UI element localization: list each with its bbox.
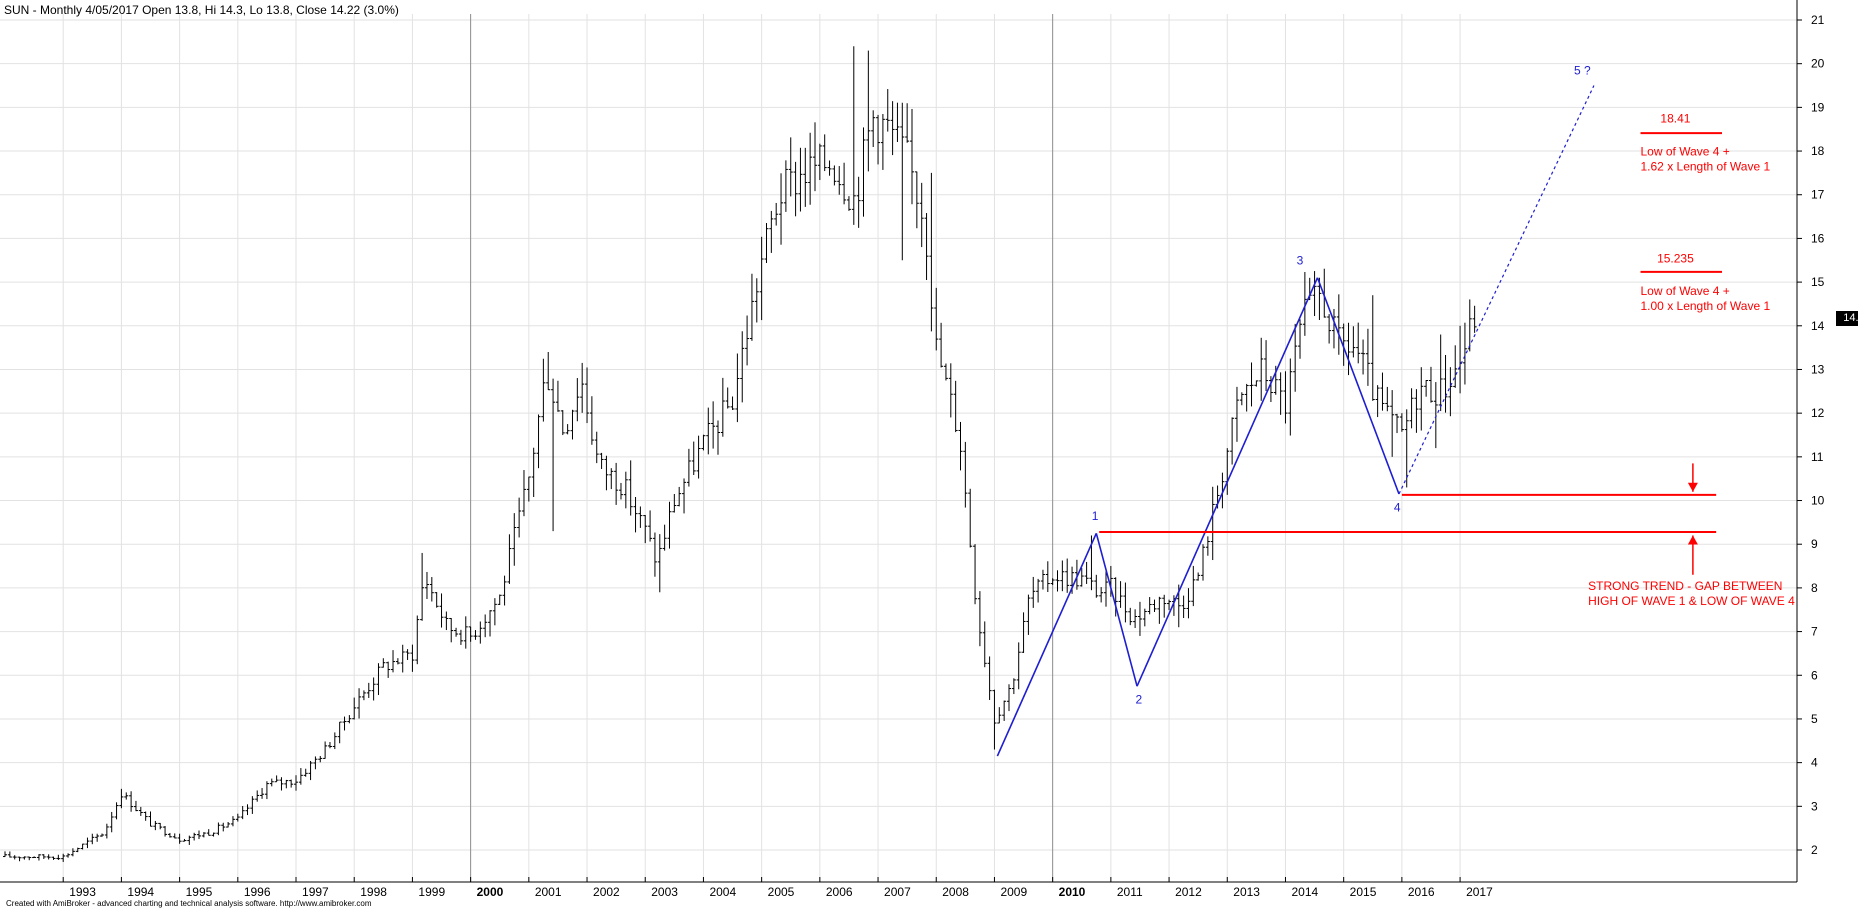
x-tick-label: 1993 bbox=[69, 885, 96, 899]
wave-label: 1 bbox=[1092, 509, 1099, 523]
x-tick-label: 2011 bbox=[1117, 885, 1143, 899]
annotation-text: Low of Wave 4 + bbox=[1641, 284, 1730, 298]
footer-credit: Created with AmiBroker - advanced charti… bbox=[6, 899, 372, 908]
x-tick-label: 2003 bbox=[651, 885, 678, 899]
wave-line bbox=[996, 532, 1098, 757]
x-tick-label: 2007 bbox=[884, 885, 911, 899]
x-tick-label: 2005 bbox=[768, 885, 795, 899]
y-tick-label: 18 bbox=[1811, 144, 1825, 158]
y-tick-label: 10 bbox=[1811, 494, 1825, 508]
elliott-waves: 1 2 3 4 5 ? bbox=[996, 64, 1595, 757]
x-tick-label: 2014 bbox=[1291, 885, 1318, 899]
y-tick-label: 2 bbox=[1811, 843, 1818, 857]
x-tick-label: 2017 bbox=[1466, 885, 1493, 899]
arrow-head bbox=[1687, 482, 1698, 492]
y-tick-label: 3 bbox=[1811, 799, 1818, 813]
y-tick-label: 16 bbox=[1811, 231, 1825, 245]
wave-label: 4 bbox=[1394, 500, 1401, 514]
wave-line bbox=[1316, 277, 1400, 495]
chart-grid bbox=[0, 14, 1797, 882]
wave-5-projection bbox=[1398, 85, 1595, 495]
y-tick-label: 14 bbox=[1811, 319, 1825, 333]
y-tick-label: 19 bbox=[1811, 100, 1825, 114]
x-tick-label: 1995 bbox=[186, 885, 213, 899]
last-price-label: 14.22 bbox=[1836, 311, 1858, 326]
annotation-text: 1.62 x Length of Wave 1 bbox=[1641, 159, 1771, 173]
wave-label: 2 bbox=[1135, 693, 1142, 707]
x-tick-label: 2013 bbox=[1233, 885, 1260, 899]
annotation-text: STRONG TREND - GAP BETWEEN bbox=[1588, 579, 1782, 593]
y-tick-label: 9 bbox=[1811, 537, 1818, 551]
x-tick-label: 1996 bbox=[244, 885, 271, 899]
price-bars bbox=[3, 46, 1477, 862]
x-tick-label: 1997 bbox=[302, 885, 329, 899]
x-tick-label: 2001 bbox=[535, 885, 562, 899]
y-tick-label: 7 bbox=[1811, 625, 1818, 639]
y-tick-label: 20 bbox=[1811, 57, 1825, 71]
arrow-head bbox=[1687, 535, 1698, 545]
y-tick-label: 6 bbox=[1811, 668, 1818, 682]
x-tick-label: 2000 bbox=[477, 885, 504, 899]
x-tick-label: 2002 bbox=[593, 885, 620, 899]
x-tick-label: 1999 bbox=[418, 885, 445, 899]
wave-label: 5 ? bbox=[1574, 64, 1591, 78]
x-tick-label: 2004 bbox=[709, 885, 736, 899]
chart-title: SUN - Monthly 4/05/2017 Open 13.8, Hi 14… bbox=[4, 3, 399, 17]
x-tick-label: 2006 bbox=[826, 885, 853, 899]
y-tick-label: 21 bbox=[1811, 13, 1825, 27]
wave-label: 3 bbox=[1297, 254, 1304, 268]
annotation-text: Low of Wave 4 + bbox=[1641, 144, 1730, 158]
wave-line bbox=[1095, 533, 1138, 687]
x-tick-label: 2010 bbox=[1059, 885, 1086, 899]
y-tick-label: 11 bbox=[1811, 450, 1824, 464]
x-tick-label: 1998 bbox=[360, 885, 387, 899]
y-tick-label: 12 bbox=[1811, 406, 1825, 420]
y-tick-label: 13 bbox=[1811, 362, 1825, 376]
annotation-text: 1.00 x Length of Wave 1 bbox=[1641, 299, 1771, 313]
x-tick-label: 1994 bbox=[127, 885, 154, 899]
x-tick-label: 2008 bbox=[942, 885, 969, 899]
y-tick-label: 4 bbox=[1811, 756, 1818, 770]
x-tick-label: 2016 bbox=[1408, 885, 1435, 899]
x-tick-label: 2015 bbox=[1350, 885, 1377, 899]
x-tick-label: 2012 bbox=[1175, 885, 1202, 899]
annotation-text: HIGH OF WAVE 1 & LOW OF WAVE 4 bbox=[1588, 594, 1795, 608]
y-tick-label: 15 bbox=[1811, 275, 1825, 289]
wave-line bbox=[1136, 277, 1319, 687]
y-tick-label: 17 bbox=[1811, 188, 1825, 202]
annotation-text: 18.41 bbox=[1660, 112, 1690, 126]
annotation-text: 15.235 bbox=[1657, 251, 1694, 265]
y-tick-label: 5 bbox=[1811, 712, 1818, 726]
x-tick-label: 2009 bbox=[1000, 885, 1027, 899]
y-tick-label: 8 bbox=[1811, 581, 1818, 595]
